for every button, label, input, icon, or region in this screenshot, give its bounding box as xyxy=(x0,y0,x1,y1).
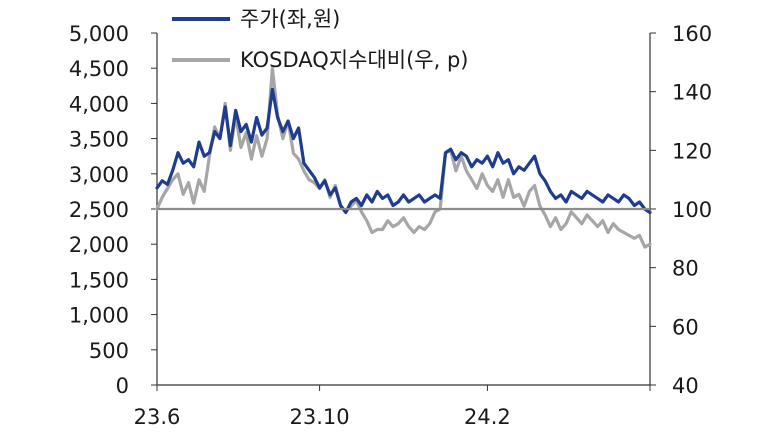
legend-label: KOSDAQ지수대비(우, p) xyxy=(240,48,468,72)
series-line-kosdaq-relative xyxy=(155,66,652,249)
x-tick-label: 23.6 xyxy=(134,405,181,429)
left-tick-label: 3,500 xyxy=(69,128,129,152)
left-tick-label: 2,500 xyxy=(69,198,129,222)
right-tick-label: 60 xyxy=(672,315,699,339)
right-tick-label: 140 xyxy=(672,81,712,105)
right-tick-label: 120 xyxy=(672,139,712,163)
right-tick-label: 80 xyxy=(672,257,699,281)
left-tick-label: 1,000 xyxy=(69,304,129,328)
left-tick-label: 5,000 xyxy=(69,22,129,46)
left-tick-label: 500 xyxy=(89,339,129,363)
left-tick-label: 1,500 xyxy=(69,268,129,292)
left-tick-label: 3,000 xyxy=(69,163,129,187)
left-tick-label: 0 xyxy=(116,374,129,398)
series-line-stock-price xyxy=(155,87,652,215)
left-tick-label: 4,500 xyxy=(69,57,129,81)
x-tick-label: 24.2 xyxy=(464,405,511,429)
legend-label: 주가(좌,원) xyxy=(240,7,340,31)
x-tick-label: 23.10 xyxy=(290,405,350,429)
right-tick-label: 100 xyxy=(672,198,712,222)
right-tick-label: 160 xyxy=(672,22,712,46)
right-tick-label: 40 xyxy=(672,374,699,398)
left-tick-label: 2,000 xyxy=(69,233,129,257)
left-tick-label: 4,000 xyxy=(69,92,129,116)
